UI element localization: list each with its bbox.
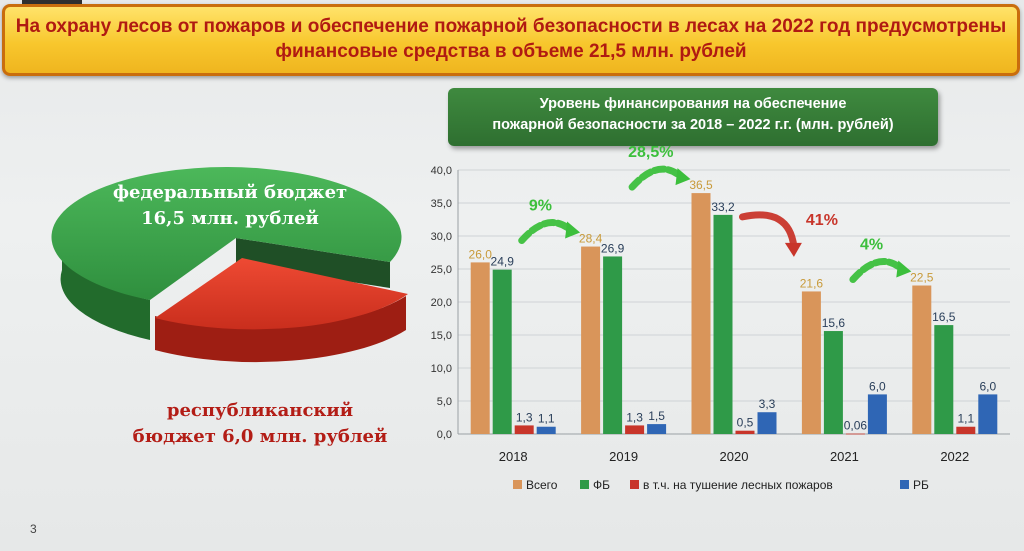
bar-rb	[647, 424, 667, 434]
republic-budget-label-line-2: бюджет 6,0 млн. рублей	[132, 426, 388, 447]
header-banner: На охрану лесов от пожаров и обеспечение…	[2, 4, 1020, 76]
legend-swatch	[900, 480, 909, 489]
bar-fire	[735, 430, 755, 434]
bar-data-label: 0,5	[737, 416, 754, 430]
y-tick-label: 0,0	[437, 429, 452, 441]
bar-data-label: 16,5	[932, 310, 956, 324]
bar-fire	[845, 433, 865, 435]
y-tick-label: 30,0	[431, 231, 452, 243]
change-percent-label: 4%	[860, 237, 883, 254]
bar-data-label: 1,3	[626, 410, 643, 424]
bar-data-label: 22,5	[910, 271, 934, 285]
bar-fire	[956, 426, 976, 434]
bar-fb	[603, 256, 623, 434]
bar-total	[691, 193, 711, 434]
bar-data-label: 1,1	[957, 412, 974, 426]
bar-total	[470, 262, 490, 434]
bar-fire	[514, 425, 534, 434]
legend-label: в т.ч. на тушение лесных пожаров	[643, 478, 833, 492]
x-tick-label: 2018	[499, 449, 528, 464]
change-arrow	[849, 258, 906, 283]
change-percent-label: 28,5%	[628, 144, 673, 161]
y-tick-label: 15,0	[431, 330, 452, 342]
federal-budget-label-line-2: 16,5 млн. рублей	[141, 208, 319, 229]
republic-budget-label: республиканский бюджет 6,0 млн. рублей	[110, 398, 410, 450]
bar-data-label: 6,0	[869, 379, 886, 393]
bar-fb	[934, 325, 954, 434]
y-tick-label: 20,0	[431, 297, 452, 309]
bar-fire	[625, 425, 645, 434]
bar-fb	[823, 331, 843, 434]
x-tick-label: 2021	[830, 449, 859, 464]
change-arrow-head	[675, 168, 691, 186]
y-tick-label: 10,0	[431, 363, 452, 375]
bar-total	[801, 291, 821, 434]
chart-title-line-2: пожарной безопасности за 2018 – 2022 г.г…	[492, 117, 894, 133]
federal-budget-label: федеральный бюджет 16,5 млн. рублей	[100, 180, 360, 232]
bar-data-label: 33,2	[711, 200, 735, 214]
bar-rb	[757, 412, 777, 434]
y-tick-label: 25,0	[431, 264, 452, 276]
bar-total	[912, 285, 932, 434]
bar-rb	[978, 394, 998, 434]
change-arrow-head	[565, 221, 581, 239]
y-tick-label: 5,0	[437, 396, 452, 408]
x-tick-label: 2022	[940, 449, 969, 464]
federal-budget-label-line-1: федеральный бюджет	[112, 182, 348, 203]
bar-data-label: 21,6	[800, 276, 824, 290]
bar-data-label: 1,5	[648, 409, 665, 423]
bar-data-label: 1,1	[538, 412, 555, 426]
bar-fb	[713, 214, 733, 434]
bar-data-label: 15,6	[822, 316, 846, 330]
y-tick-label: 40,0	[431, 165, 452, 177]
header-line-2: финансовые средства в объеме 21,5 млн. р…	[275, 41, 747, 62]
pie-republic-slice	[155, 258, 408, 330]
change-percent-label: 9%	[529, 198, 552, 215]
republic-budget-label-line-1: республиканский	[166, 400, 354, 421]
change-arrow-head	[784, 242, 802, 257]
bar-rb	[867, 394, 887, 434]
bar-rb	[536, 426, 556, 434]
change-arrow	[739, 211, 798, 251]
chart-title: Уровень финансирования на обеспечение по…	[448, 88, 938, 146]
header-line-1: На охрану лесов от пожаров и обеспечение…	[15, 16, 1007, 37]
bar-data-label: 26,9	[601, 241, 625, 255]
change-percent-label: 41%	[806, 212, 838, 229]
pie-federal-side	[60, 230, 151, 340]
legend-swatch	[630, 480, 639, 489]
bar-data-label: 0,06	[844, 419, 868, 433]
budget-pie-chart	[51, 167, 408, 363]
legend-label: Всего	[526, 478, 558, 492]
x-tick-label: 2020	[720, 449, 749, 464]
pie-republic-side	[155, 296, 406, 363]
bar-data-label: 1,3	[516, 410, 533, 424]
pie-federal-slice	[51, 167, 402, 300]
bar-data-label: 26,0	[469, 247, 493, 261]
change-arrow	[628, 165, 685, 191]
pie-federal-inner-wall	[236, 238, 390, 288]
change-arrow	[518, 219, 575, 245]
chart-title-line-1: Уровень финансирования на обеспечение	[539, 96, 847, 112]
page-number: 3	[30, 522, 37, 536]
bar-total	[581, 246, 601, 434]
x-tick-label: 2019	[609, 449, 638, 464]
legend-label: ФБ	[593, 478, 610, 492]
header-top-stripe	[22, 0, 82, 4]
bar-data-label: 6,0	[979, 379, 996, 393]
bar-data-label: 36,5	[689, 178, 713, 192]
legend-label: РБ	[913, 478, 929, 492]
legend-swatch	[580, 480, 589, 489]
change-arrow-head	[896, 260, 912, 278]
bar-data-label: 3,3	[759, 397, 776, 411]
bar-data-label: 24,9	[491, 255, 515, 269]
bar-fb	[492, 269, 512, 434]
bar-data-label: 28,4	[579, 232, 603, 246]
y-tick-label: 35,0	[431, 198, 452, 210]
legend-swatch	[513, 480, 522, 489]
